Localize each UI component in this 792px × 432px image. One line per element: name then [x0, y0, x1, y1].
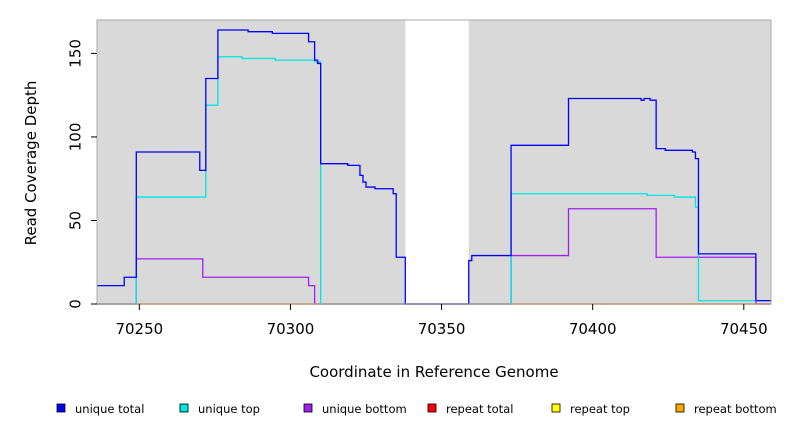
y-axis: 0 50 100 150	[66, 39, 97, 309]
legend: unique total unique top unique bottom repea…	[56, 402, 777, 416]
legend-item-unique-bottom: unique bottom	[303, 402, 407, 416]
legend-swatch	[551, 403, 561, 413]
legend-label: repeat top	[570, 402, 630, 416]
legend-item-repeat-total: repeat total	[427, 402, 513, 416]
y-tick-label: 150	[66, 39, 84, 68]
legend-label: unique total	[75, 402, 144, 416]
legend-swatch	[427, 403, 437, 413]
legend-label: unique bottom	[322, 402, 407, 416]
plot-border	[96, 19, 772, 305]
y-axis-title: Read Coverage Depth	[22, 81, 40, 246]
series-line-unique-total	[97, 29, 771, 305]
y-tick-label: 50	[66, 211, 84, 230]
gap-region	[405, 20, 469, 304]
y-tick-label: 0	[66, 299, 84, 309]
legend-item-repeat-top: repeat top	[551, 402, 630, 416]
legend-label: unique top	[198, 402, 260, 416]
legend-label: repeat bottom	[694, 402, 777, 416]
legend-item-repeat-bottom: repeat bottom	[675, 402, 777, 416]
legend-swatch	[56, 403, 66, 413]
legend-label: repeat total	[446, 402, 513, 416]
x-tick-label: 70250	[115, 320, 163, 338]
x-tick-label: 70450	[720, 320, 768, 338]
legend-item-unique-total: unique total	[56, 402, 144, 416]
legend-swatch	[179, 403, 189, 413]
x-axis: 70250 70300 70350 70400 70450	[115, 304, 768, 338]
x-tick-label: 70300	[267, 320, 315, 338]
legend-item-unique-top: unique top	[179, 402, 260, 416]
x-tick-label: 70350	[418, 320, 466, 338]
x-axis-title: Coordinate in Reference Genome	[309, 363, 558, 381]
legend-swatch	[303, 403, 313, 413]
y-tick-label: 100	[66, 123, 84, 152]
x-tick-label: 70400	[569, 320, 617, 338]
legend-swatch	[675, 403, 685, 413]
